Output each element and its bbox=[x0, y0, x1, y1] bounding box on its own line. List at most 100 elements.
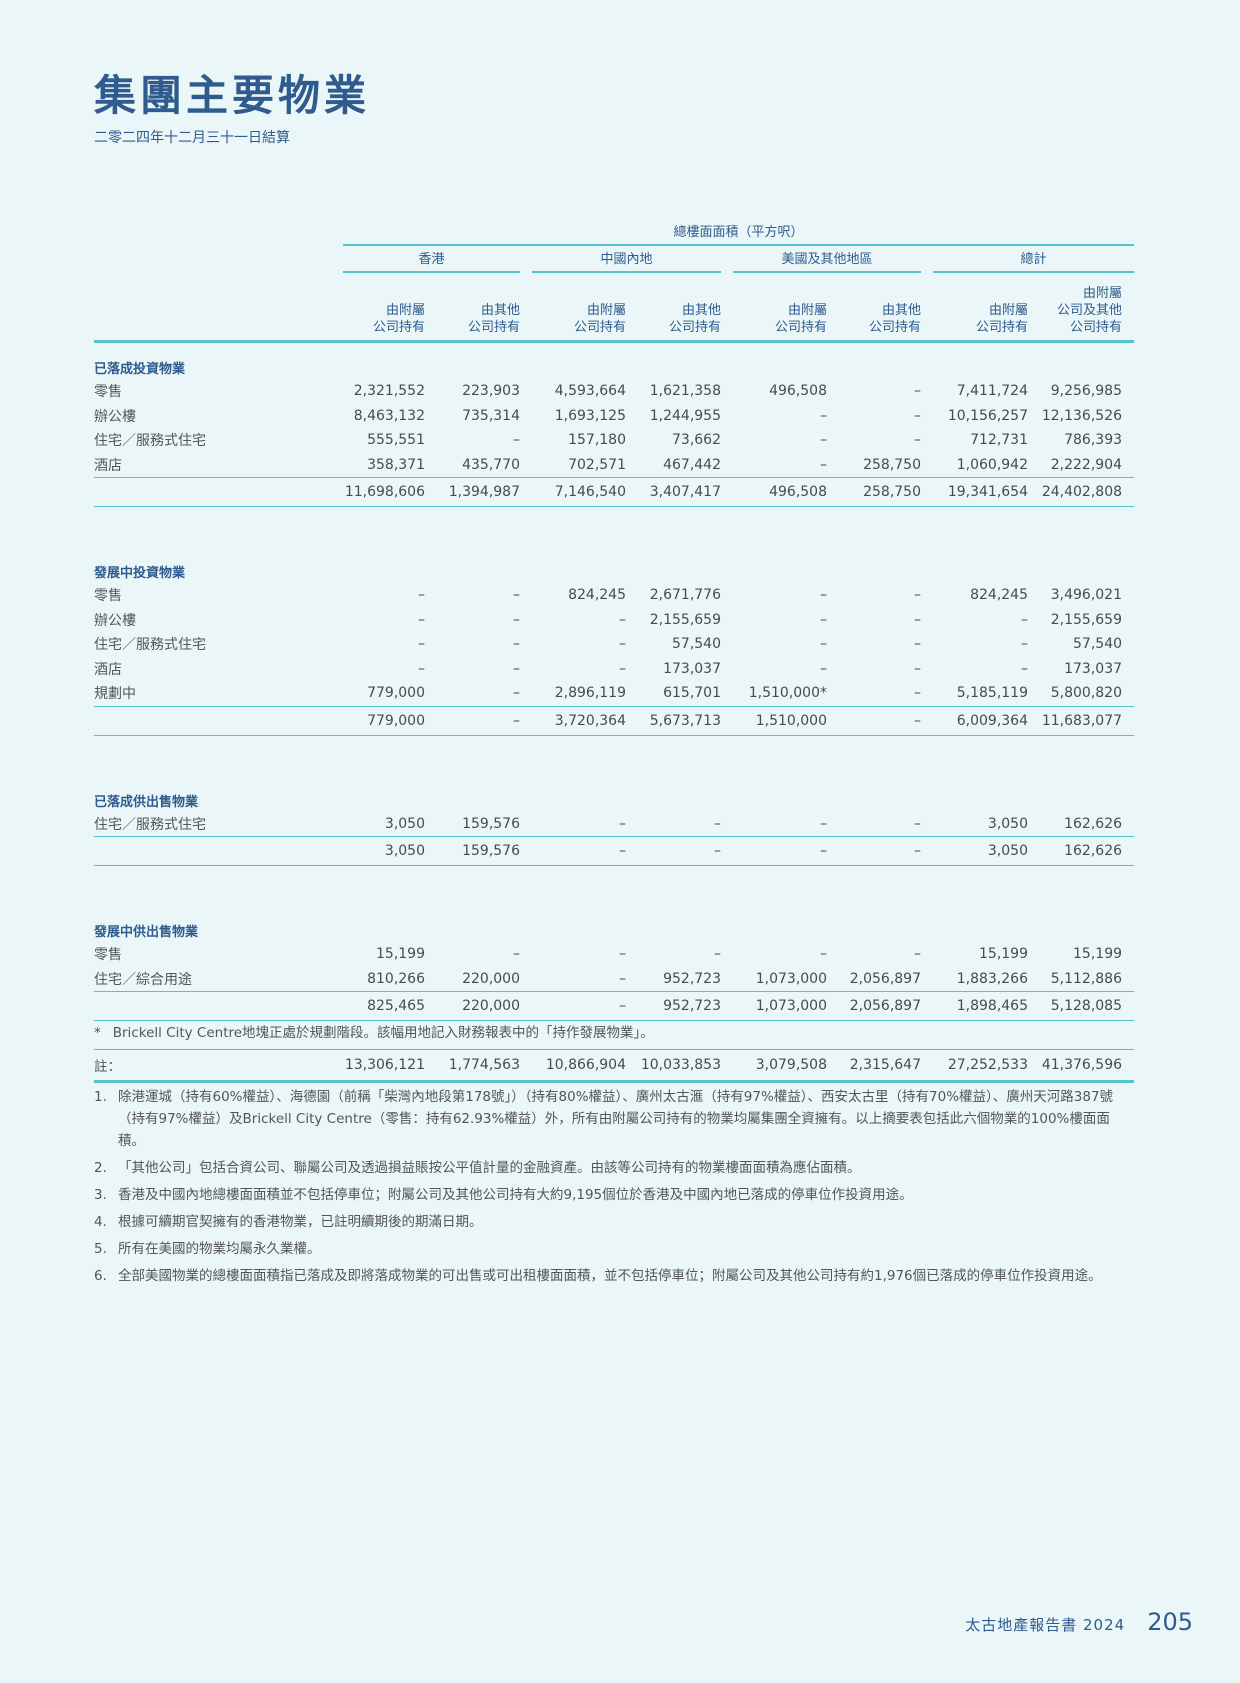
value-cell: – bbox=[914, 407, 921, 424]
value-cell: 73,662 bbox=[672, 432, 721, 449]
section-heading: 已落成投資物業 bbox=[94, 342, 1134, 380]
value-cell: 810,266 bbox=[367, 970, 425, 987]
value-cell: 173,037 bbox=[663, 660, 721, 677]
row-label: 辦公樓 bbox=[94, 612, 136, 629]
table-row: 規劃中 779,000 – 2,896,119 615,701 1,510,000* – 5,… bbox=[94, 681, 1134, 706]
value-cell: – bbox=[820, 815, 827, 832]
section-total-row: 779,000–3,720,364 5,673,713 1,510,000–6,00… bbox=[94, 705, 1135, 736]
value-cell: – bbox=[820, 946, 827, 963]
value-cell: 15,199 bbox=[1073, 946, 1123, 963]
value-cell: 1,693,125 bbox=[554, 407, 626, 424]
value-cell: 3,050 bbox=[343, 836, 437, 866]
column-header-line: 由其他 bbox=[681, 303, 721, 318]
column-header-line: 由其他 bbox=[881, 303, 921, 318]
group-label: 香港 bbox=[343, 248, 520, 273]
value-cell: 1,394,987 bbox=[437, 477, 532, 507]
value-cell: 824,245 bbox=[970, 587, 1028, 604]
value-cell: – bbox=[619, 815, 626, 832]
value-cell: 258,750 bbox=[839, 477, 933, 507]
value-cell: – bbox=[418, 636, 425, 653]
row-label: 規劃中 bbox=[94, 686, 136, 703]
value-cell: 1,244,955 bbox=[649, 407, 721, 424]
table-row: 零售 15,199 – – – – – 15,199 15,199 bbox=[94, 942, 1134, 967]
value-cell: 9,256,985 bbox=[1050, 383, 1123, 400]
value-cell: 702,571 bbox=[568, 456, 626, 473]
value-cell: – bbox=[418, 611, 425, 628]
value-cell: 952,723 bbox=[663, 970, 721, 987]
column-header: 由附屬 公司持有 bbox=[532, 274, 638, 343]
value-cell: 2,222,904 bbox=[1050, 456, 1123, 473]
value-cell: 2,056,897 bbox=[849, 970, 921, 987]
value-cell: 19,341,654 bbox=[933, 477, 1040, 507]
value-cell: 57,540 bbox=[672, 636, 721, 653]
section-heading: 已落成供出售物業 bbox=[94, 776, 1134, 812]
value-cell: 258,750 bbox=[863, 456, 921, 473]
column-header-line: 公司持有 bbox=[774, 320, 827, 335]
value-cell: – bbox=[532, 991, 638, 1021]
grand-total-row: 13,306,121 1,774,563 10,866,904 10,033,853 3… bbox=[94, 1049, 1135, 1083]
row-label: 零售 bbox=[94, 947, 122, 964]
value-cell: 12,136,526 bbox=[1041, 407, 1123, 424]
section-total-row: 825,465 220,000–952,723 1,073,000 2,056,897… bbox=[94, 991, 1135, 1021]
column-header: 由附屬 公司持有 bbox=[933, 274, 1040, 343]
value-cell: – bbox=[1021, 660, 1028, 677]
value-cell: 2,315,647 bbox=[839, 1049, 933, 1083]
value-cell: – bbox=[1021, 611, 1028, 628]
value-cell: – bbox=[820, 456, 827, 473]
footnote: * Brickell City Centre地塊正處於規劃階段。該幅用地記入財務… bbox=[94, 1022, 1134, 1044]
table-row: 零售 – – 824,245 2,671,776 – – 824,245 3,496,021 bbox=[94, 583, 1134, 608]
value-cell: 735,314 bbox=[462, 407, 520, 424]
row-label: 零售 bbox=[94, 588, 122, 605]
group-label: 中國內地 bbox=[532, 248, 721, 273]
column-header-line: 由附屬 bbox=[1083, 286, 1123, 301]
page-number: 205 bbox=[1147, 1608, 1193, 1636]
value-cell: 435,770 bbox=[462, 456, 520, 473]
value-cell: 3,050 bbox=[933, 836, 1040, 866]
value-cell: – bbox=[619, 970, 626, 987]
value-cell: – bbox=[839, 705, 933, 736]
group-header: 中國內地 bbox=[532, 245, 733, 274]
note-text: 根據可續期官契擁有的香港物業，已註明續期後的期滿日期。 bbox=[118, 1214, 483, 1230]
row-label bbox=[94, 991, 343, 1021]
spacer bbox=[94, 866, 1134, 907]
note-item: 4. 根據可續期官契擁有的香港物業，已註明續期後的期滿日期。 bbox=[94, 1211, 1134, 1233]
column-header-line: 公司持有 bbox=[668, 320, 721, 335]
column-header-line: 公司及其他 bbox=[1057, 303, 1123, 318]
value-cell: 3,496,021 bbox=[1050, 587, 1123, 604]
column-header: 由附屬 公司持有 bbox=[733, 274, 839, 343]
value-cell: – bbox=[513, 660, 520, 677]
row-label: 辦公樓 bbox=[94, 408, 136, 425]
value-cell: 10,156,257 bbox=[947, 407, 1028, 424]
value-cell: 157,180 bbox=[568, 432, 626, 449]
value-cell: 555,551 bbox=[367, 432, 425, 449]
page-footer: 太古地產報告書 2024 205 bbox=[965, 1608, 1193, 1636]
value-cell: – bbox=[914, 660, 921, 677]
value-cell: 10,866,904 bbox=[532, 1049, 638, 1083]
column-header: 由附屬 公司及其他 公司持有 bbox=[1040, 274, 1135, 343]
value-cell: 162,626 bbox=[1040, 836, 1135, 866]
section-total-row: 11,698,606 1,394,987 7,146,540 3,407,417 496… bbox=[94, 477, 1135, 507]
notes-heading: 註： bbox=[94, 1059, 121, 1075]
value-cell: 3,079,508 bbox=[733, 1049, 839, 1083]
table-row: 住宅／服務式住宅 3,050 159,576 – – – – 3,050 162,626 bbox=[94, 812, 1134, 837]
column-header-line: 由附屬 bbox=[586, 303, 626, 318]
value-cell: 3,407,417 bbox=[638, 477, 733, 507]
row-label: 住宅／服務式住宅 bbox=[94, 433, 206, 450]
value-cell: – bbox=[820, 636, 827, 653]
section-gap bbox=[94, 735, 1134, 776]
section-heading: 發展中供出售物業 bbox=[94, 906, 1134, 942]
value-cell: 1,060,942 bbox=[956, 456, 1028, 473]
value-cell: 7,411,724 bbox=[956, 383, 1028, 400]
table-row: 辦公樓 8,463,132 735,314 1,693,125 1,244,955 – – 1… bbox=[94, 404, 1134, 429]
note-text: 「其他公司」包括合資公司、聯屬公司及透過損益賬按公平值計量的金融資產。由該等公司… bbox=[118, 1160, 861, 1176]
value-cell: 712,731 bbox=[970, 432, 1028, 449]
table-row: 住宅／服務式住宅 – – – 57,540 – – – 57,540 bbox=[94, 632, 1134, 657]
blank-row bbox=[94, 1020, 1135, 1050]
group-label: 美國及其他地區 bbox=[733, 248, 921, 273]
column-header-line: 由其他 bbox=[480, 303, 520, 318]
value-cell: 5,128,085 bbox=[1040, 991, 1135, 1021]
value-cell: – bbox=[733, 836, 839, 866]
value-cell: 1,621,358 bbox=[649, 383, 721, 400]
note-text: 除港運城（持有60%權益）、海德園（前稱「柴灣內地段第178號」）（持有80%權… bbox=[118, 1089, 1114, 1149]
section-gap bbox=[94, 866, 1134, 907]
